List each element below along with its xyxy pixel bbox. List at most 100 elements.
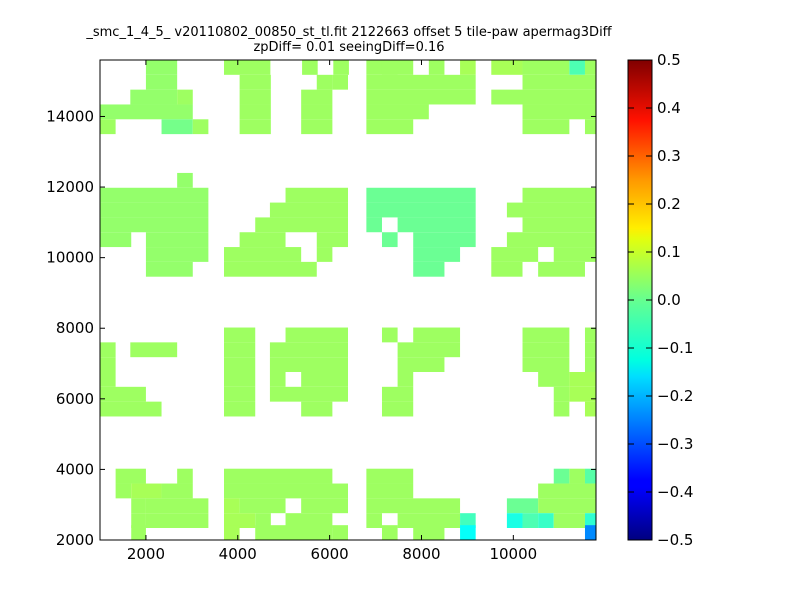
heatmap-cell <box>145 247 209 262</box>
heatmap-cell <box>584 525 596 540</box>
chart-title-line1: _smc_1_4_5_ v20110802_00850_st_tl.fit 21… <box>86 25 612 40</box>
heatmap-cell <box>381 60 414 75</box>
heatmap-cell <box>100 342 116 358</box>
heatmap-cell <box>366 119 414 135</box>
heatmap-cell <box>100 401 162 417</box>
heatmap-cell <box>522 104 596 120</box>
y-tick-label: 14000 <box>46 107 94 125</box>
heatmap-cell <box>506 202 596 218</box>
heatmap-cell <box>130 89 178 105</box>
heatmap-cell <box>522 187 596 203</box>
heatmap-cell <box>255 217 348 233</box>
heatmap-cell <box>145 498 209 514</box>
heatmap-cell <box>522 342 570 358</box>
heatmap-cell <box>192 119 209 135</box>
heatmap-cell <box>381 525 398 540</box>
heatmap-cell <box>413 247 461 262</box>
heatmap-cell <box>506 513 523 528</box>
heatmap-cell <box>224 342 256 358</box>
colorbar-tick-label: −0.5 <box>657 531 693 549</box>
colorbar-tick-label: −0.4 <box>657 483 693 501</box>
heatmap-cell <box>522 357 570 372</box>
colorbar-tick-label: −0.2 <box>657 387 693 405</box>
chart-title-line2: zpDiff= 0.01 seeingDiff=0.16 <box>253 40 445 55</box>
heatmap-cell <box>177 172 193 188</box>
heatmap-cell <box>397 357 445 372</box>
colorbar-tick-label: −0.1 <box>657 339 693 357</box>
heatmap-cell <box>145 60 178 75</box>
heatmap-cell <box>366 74 476 90</box>
heatmap-cell <box>413 327 461 343</box>
heatmap-cell <box>285 513 333 528</box>
heatmap-cell <box>366 217 382 233</box>
heatmap-cell <box>366 498 461 514</box>
heatmap-cell <box>381 232 398 248</box>
heatmap-cell <box>491 247 539 262</box>
axes: 2000 4000 6000 8000 10000 2000 4000 6000 8000 100… <box>46 60 596 563</box>
y-tick-label: 10000 <box>46 249 94 267</box>
colorbar-tick-label: 0.5 <box>657 51 681 69</box>
heatmap-cell <box>553 468 570 484</box>
heatmap-cell <box>460 60 476 75</box>
heatmap-cell <box>100 119 116 135</box>
heatmap-cell <box>506 232 596 248</box>
heatmap-cell <box>269 202 348 218</box>
heatmap-cell <box>130 342 178 358</box>
x-tick-label: 6000 <box>311 545 349 563</box>
heatmap-cell <box>224 261 317 277</box>
heatmap-cell <box>131 483 162 499</box>
heatmap-cell <box>491 60 523 75</box>
heatmap-cell <box>224 60 271 75</box>
heatmap-cell <box>224 468 333 484</box>
y-tick-label: 4000 <box>56 460 94 478</box>
heatmap-cell <box>553 247 596 262</box>
x-tick-label: 4000 <box>219 545 257 563</box>
heatmap-cells <box>100 60 596 540</box>
heatmap-cell <box>239 498 286 514</box>
heatmap-cell <box>115 483 132 499</box>
heatmap-cell <box>177 89 193 105</box>
heatmap-cell <box>224 357 256 372</box>
colorbar-tick-label: −0.3 <box>657 435 693 453</box>
heatmap-cell <box>301 104 333 120</box>
heatmap-cell <box>522 119 570 135</box>
heatmap-cell <box>131 498 146 514</box>
heatmap-cell <box>584 513 596 528</box>
heatmap-cell <box>224 386 256 402</box>
heatmap-cell <box>100 372 116 387</box>
heatmap-cell <box>522 74 596 90</box>
heatmap-cell <box>366 513 382 528</box>
heatmap-cell <box>301 89 333 105</box>
heatmap-cell <box>366 468 414 484</box>
heatmap-cell <box>285 327 348 343</box>
colorbar-ticks: 0.5 0.4 0.3 0.2 0.1 0.0 −0.1 −0.2 −0.3 −0.4 −0.5 <box>628 51 693 549</box>
colorbar-tick-label: 0.0 <box>657 291 681 309</box>
heatmap-cell <box>553 386 570 402</box>
y-tick-label: 2000 <box>56 531 94 549</box>
heatmap-cell <box>224 327 256 343</box>
heatmap-cell <box>584 119 596 135</box>
heatmap-cell <box>522 513 539 528</box>
heatmap-cell <box>460 513 476 528</box>
heatmap-cell <box>100 187 209 203</box>
heatmap-cell <box>522 327 570 343</box>
heatmap-cell <box>239 74 271 90</box>
heatmap-cell <box>131 525 146 540</box>
heatmap-cell <box>100 357 116 372</box>
heatmap-cell <box>366 104 429 120</box>
heatmap-cell <box>413 261 445 277</box>
heatmap-cell <box>224 247 302 262</box>
heatmap-cell <box>522 60 570 75</box>
heatmap-cell <box>553 401 570 417</box>
heatmap-cell <box>381 386 414 402</box>
y-tick-label: 12000 <box>46 178 94 196</box>
heatmap-cell <box>584 468 596 484</box>
heatmap-cell <box>145 74 178 90</box>
heatmap-cell <box>302 60 318 75</box>
heatmap-cell <box>569 468 585 484</box>
heatmap-cell <box>100 104 193 120</box>
colorbar-tick-label: 0.3 <box>657 147 681 165</box>
heatmap-cell <box>381 327 398 343</box>
heatmap-cell <box>413 525 445 540</box>
heatmap-cell <box>397 513 461 528</box>
